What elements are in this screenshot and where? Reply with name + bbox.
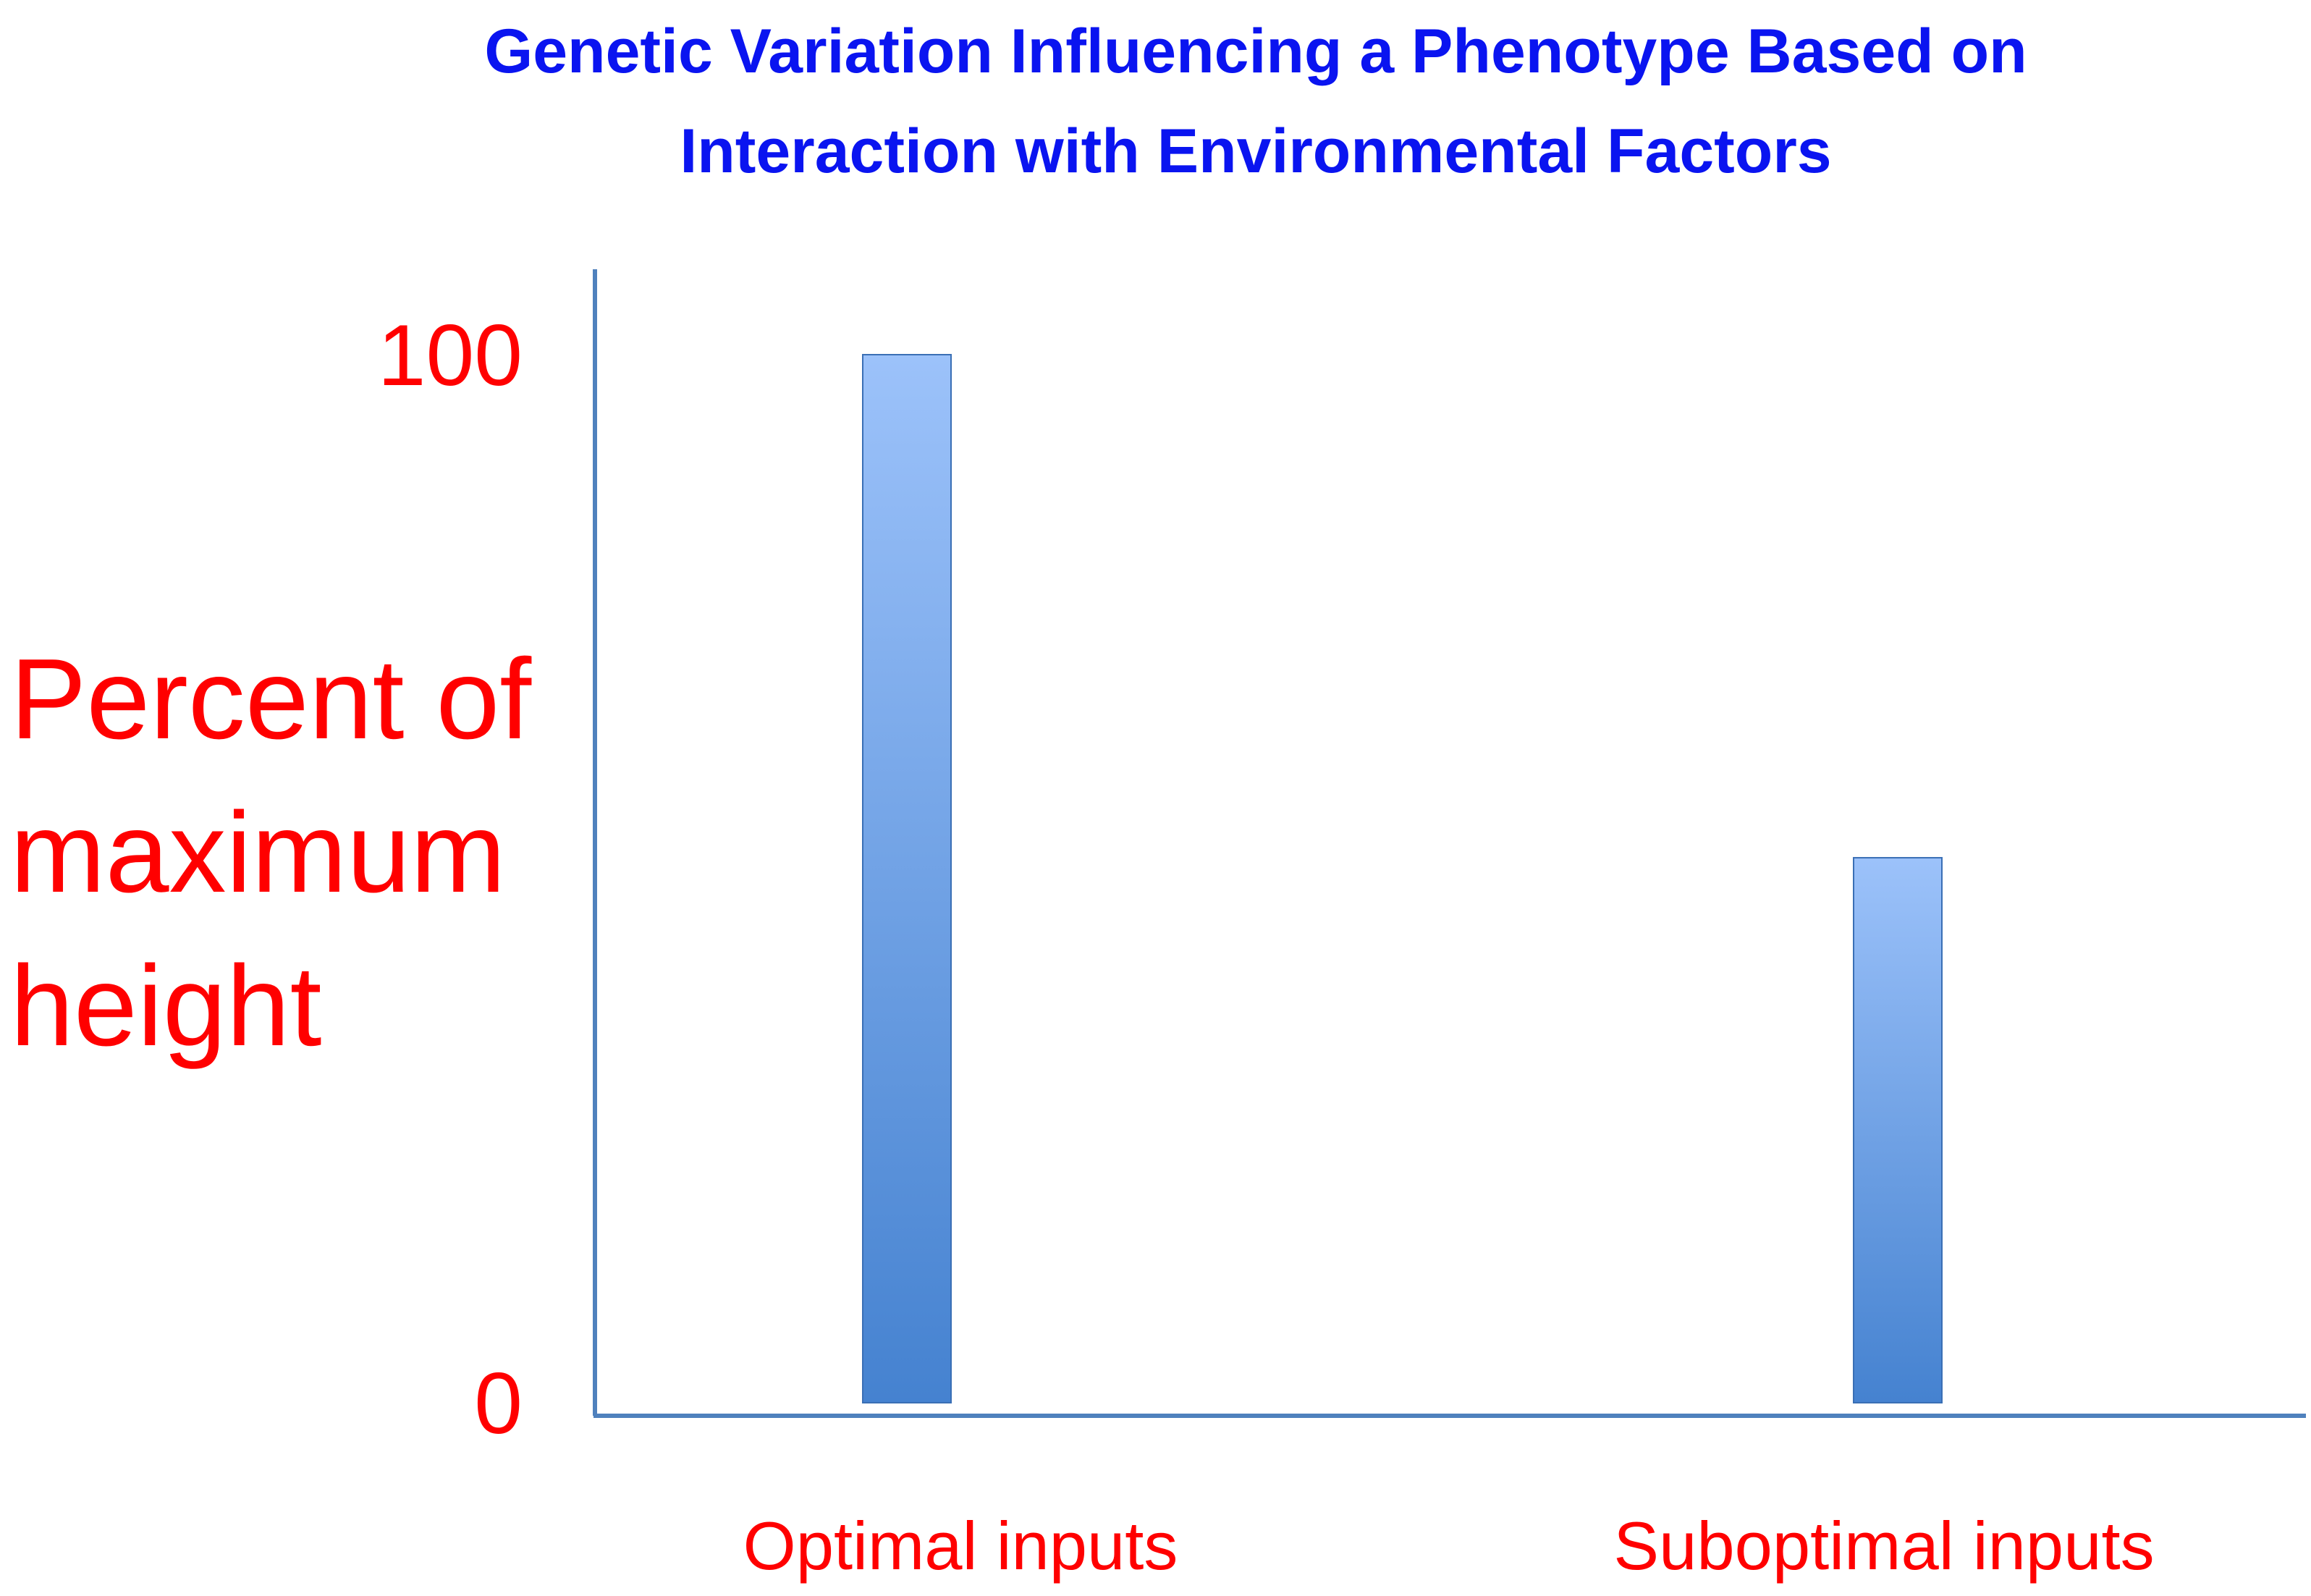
chart-title-line-2: Interaction with Environmental Factors xyxy=(680,117,1831,186)
x-category-label: Optimal inputs xyxy=(743,1508,1178,1584)
chart-title-line-1: Genetic Variation Influencing a Phenotyp… xyxy=(484,17,2027,86)
y-axis-label-line-2: maximum xyxy=(10,789,506,916)
x-axis-categories: Optimal inputs Suboptimal inputs xyxy=(743,1508,2155,1584)
y-axis-label-line-3: height xyxy=(10,942,322,1070)
y-axis-label-line-1: Percent of xyxy=(10,636,532,763)
x-category-label: Suboptimal inputs xyxy=(1613,1508,2154,1584)
bar-suboptimal-inputs xyxy=(1853,857,1943,1404)
bar-optimal-inputs xyxy=(862,354,952,1403)
y-tick-label: 0 xyxy=(474,1355,523,1452)
bars xyxy=(862,354,1943,1404)
y-axis-ticks: 0 100 xyxy=(378,307,523,1452)
y-tick-label: 100 xyxy=(378,307,523,404)
